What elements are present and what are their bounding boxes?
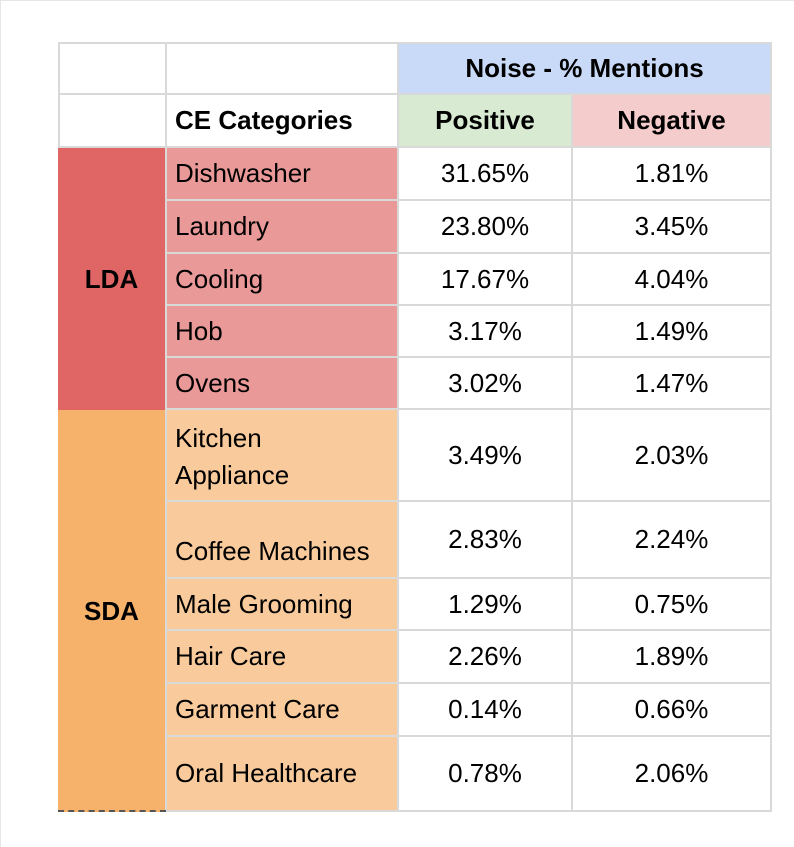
positive-value: 0.14% [399,684,573,737]
category-cell: Oral Healthcare [167,737,399,812]
negative-header: Negative [573,95,772,148]
negative-value: 0.66% [573,684,772,737]
positive-header: Positive [399,95,573,148]
group-sda: SDA [58,410,167,812]
group-lda: LDA [58,148,167,410]
positive-value: 2.83% [399,502,573,579]
positive-value: 3.02% [399,358,573,410]
category-text: Coffee Machines [175,536,370,566]
category-line: Appliance [175,460,290,490]
negative-value: 1.47% [573,358,772,410]
negative-value: 1.81% [573,148,772,201]
negative-value: 1.89% [573,631,772,684]
category-cell: Male Grooming [167,579,399,631]
positive-value: 0.78% [399,737,573,812]
negative-value: 2.06% [573,737,772,812]
ce-categories-header: CE Categories [167,95,399,148]
positive-value: 3.17% [399,306,573,358]
category-cell: Cooling [167,254,399,306]
positive-value: 3.49% [399,410,573,502]
negative-value: 2.24% [573,502,772,579]
negative-value: 0.75% [573,579,772,631]
negative-value: 3.45% [573,201,772,254]
category-cell: Hob [167,306,399,358]
positive-value: 23.80% [399,201,573,254]
positive-value: 31.65% [399,148,573,201]
category-cell: Laundry [167,201,399,254]
category-cell: Garment Care [167,684,399,737]
header-empty-cell-2 [167,42,399,95]
category-cell: Coffee Machines [167,502,399,579]
positive-value: 1.29% [399,579,573,631]
category-cell: Dishwasher [167,148,399,201]
positive-value: 17.67% [399,254,573,306]
negative-value: 1.49% [573,306,772,358]
category-cell: Kitchen Appliance [167,410,399,502]
header-empty-cell-1 [58,42,167,95]
positive-value: 2.26% [399,631,573,684]
negative-value: 2.03% [573,410,772,502]
header-empty-cell-3 [58,95,167,148]
dashed-border [58,810,166,812]
category-cell: Hair Care [167,631,399,684]
noise-mentions-header: Noise - % Mentions [399,42,772,95]
negative-value: 4.04% [573,254,772,306]
category-cell: Ovens [167,358,399,410]
category-line: Kitchen [175,423,262,453]
